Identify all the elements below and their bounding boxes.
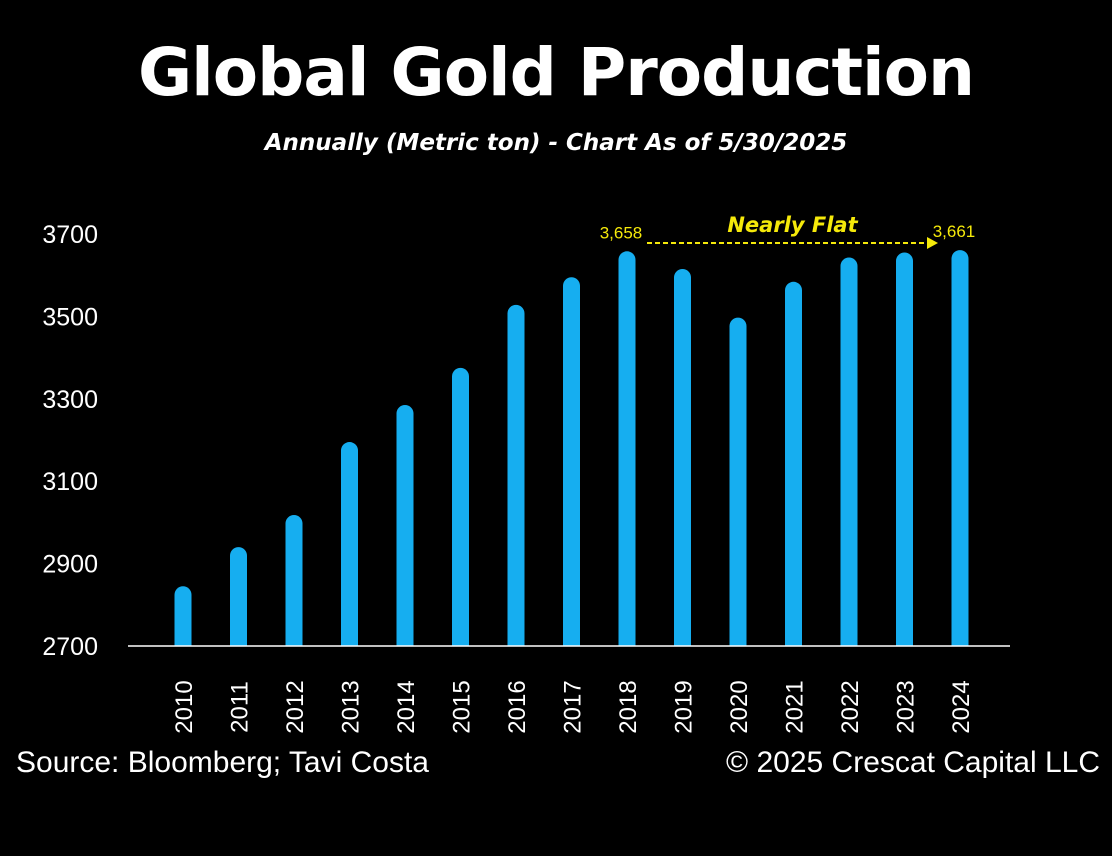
x-tick-label-2021: 2021 [782, 680, 809, 733]
y-tick-label-2700: 2700 [42, 633, 98, 661]
y-tick-label-3300: 3300 [42, 386, 98, 414]
x-tick-label-2018: 2018 [615, 680, 642, 733]
chart-subtitle: Annually (Metric ton) - Chart As of 5/30… [264, 130, 848, 156]
bar-2023 [896, 252, 913, 646]
y-tick-label-3700: 3700 [42, 221, 98, 249]
bar-2018 [618, 251, 636, 646]
bar-2013 [341, 442, 358, 646]
bar-2022 [840, 257, 858, 646]
x-tick-label-2016: 2016 [504, 680, 531, 733]
bar-2021 [785, 281, 802, 646]
x-tick-label-2014: 2014 [393, 680, 420, 733]
data-label-2018: 3,658 [600, 223, 643, 242]
bar-2015 [452, 367, 469, 646]
x-tick-label-2015: 2015 [449, 680, 476, 733]
annotation-label: Nearly Flat [727, 213, 858, 237]
bar-2011 [230, 547, 247, 646]
data-label-2024: 3,661 [933, 222, 976, 241]
bar-2024 [951, 250, 969, 646]
bar-2012 [285, 514, 303, 646]
bar-2016 [507, 304, 525, 646]
y-tick-label-3500: 3500 [42, 303, 98, 331]
annotation-arrow-head [927, 237, 938, 249]
x-tick-label-2017: 2017 [560, 680, 587, 733]
x-tick-label-2019: 2019 [671, 680, 698, 733]
y-tick-label-2900: 2900 [42, 551, 98, 579]
bar-2014 [396, 404, 414, 646]
x-tick-label-2011: 2011 [227, 681, 254, 733]
bar-chart: 2700 2900 3100 3300 3500 3700 2010 2011 2012 2013… [42, 213, 1010, 734]
bar-2019 [674, 269, 691, 646]
copyright-note: © 2025 Crescat Capital LLC [726, 746, 1100, 779]
x-tick-label-2010: 2010 [171, 680, 198, 733]
bar-2010 [174, 586, 192, 646]
chart-title: Global Gold Production [138, 34, 975, 111]
y-tick-label-3100: 3100 [42, 468, 98, 496]
x-tick-label-2012: 2012 [282, 680, 309, 733]
x-tick-label-2024: 2024 [948, 680, 975, 733]
x-tick-label-2020: 2020 [726, 680, 753, 733]
x-tick-label-2013: 2013 [338, 680, 365, 733]
source-note: Source: Bloomberg; Tavi Costa [16, 746, 429, 779]
x-tick-label-2022: 2022 [837, 680, 864, 733]
bar-2020 [729, 317, 747, 646]
bar-2017 [563, 277, 580, 646]
x-tick-label-2023: 2023 [893, 680, 920, 733]
